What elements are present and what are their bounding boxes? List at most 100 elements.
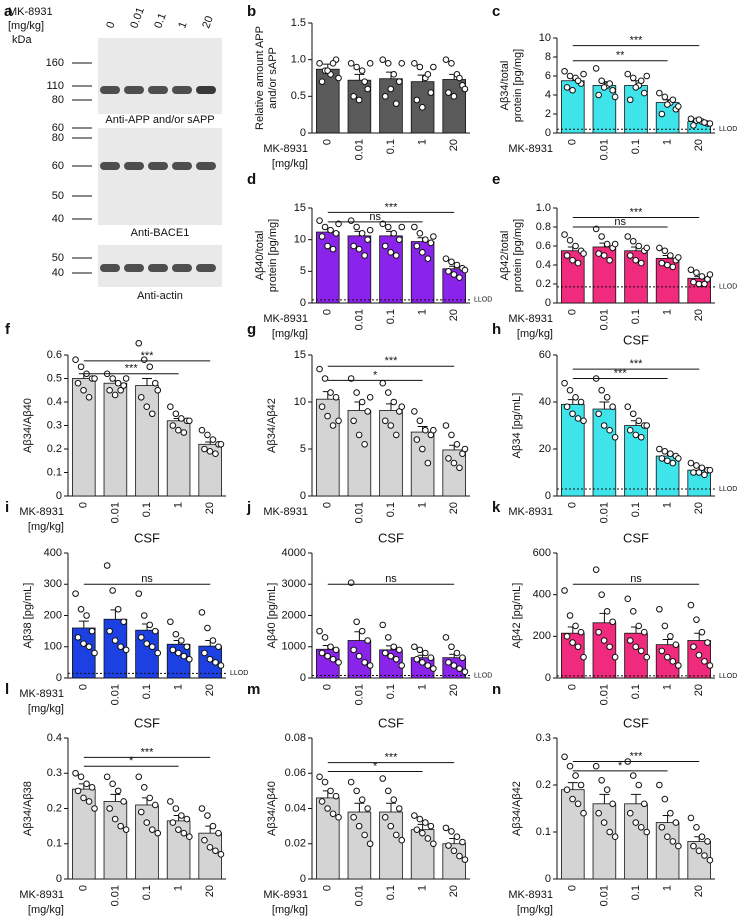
data-point	[580, 417, 587, 425]
data-point	[212, 659, 219, 666]
data-point	[598, 591, 605, 598]
marker-label: 40	[52, 267, 64, 279]
x-tick-label: 0.01	[353, 139, 365, 160]
error-bar	[142, 378, 152, 386]
y-tick-label: 0	[56, 672, 62, 684]
data-point	[453, 833, 461, 841]
data-point	[424, 835, 432, 842]
data-point	[598, 77, 605, 85]
y-tick-label: 0.1	[47, 466, 62, 478]
data-point	[672, 819, 680, 826]
blot-label: Anti-BACE1	[131, 227, 190, 239]
data-point	[122, 646, 130, 654]
y-axis-label: Relative amount APP	[254, 26, 266, 130]
data-point	[430, 426, 437, 434]
y-tick-label: 100	[44, 641, 62, 653]
data-point	[566, 762, 574, 770]
data-point	[355, 652, 363, 660]
significance-label: *	[618, 760, 623, 772]
x-tick-label: 1	[417, 309, 429, 315]
data-point	[442, 255, 450, 262]
y-axis-label: Aβ34/Aβ38	[22, 781, 34, 836]
data-point	[664, 101, 671, 108]
data-point	[577, 398, 585, 406]
data-point	[120, 798, 127, 805]
data-point	[624, 70, 632, 78]
data-point	[693, 616, 700, 623]
data-point	[574, 77, 582, 85]
data-point	[316, 217, 323, 224]
data-point	[442, 634, 450, 641]
data-point	[217, 851, 225, 858]
data-point	[381, 242, 389, 250]
data-point	[690, 469, 697, 476]
data-point	[350, 242, 357, 250]
data-point	[566, 72, 574, 80]
y-tick-label: 2	[545, 108, 551, 120]
data-point	[424, 662, 432, 669]
data-point	[656, 781, 663, 789]
data-point	[569, 256, 576, 264]
data-point	[656, 244, 663, 252]
data-point	[669, 263, 677, 271]
data-point	[450, 662, 458, 669]
data-point	[167, 618, 174, 626]
data-point	[384, 634, 392, 641]
blot-band	[124, 86, 144, 94]
y-tick-label: 1.0	[536, 202, 551, 214]
data-point	[324, 67, 331, 74]
bar	[135, 804, 159, 880]
data-point	[109, 780, 116, 788]
data-point	[74, 379, 82, 387]
lane-label: 1	[176, 20, 189, 30]
data-point	[398, 836, 406, 844]
x-axis-label: [mg/kg]	[28, 904, 64, 916]
data-point	[83, 612, 90, 619]
data-point	[572, 242, 579, 250]
data-point	[361, 659, 368, 666]
data-point	[384, 389, 392, 396]
x-axis-label: MK-8931	[263, 889, 308, 901]
data-point	[169, 422, 177, 429]
panel-letter: e	[492, 171, 500, 188]
y-tick-label: 0.02	[285, 838, 306, 850]
y-tick-label: 0	[545, 297, 551, 309]
data-point	[669, 838, 677, 845]
x-axis-label: MK-8931	[19, 688, 64, 700]
data-point	[640, 89, 648, 97]
data-point	[198, 426, 206, 434]
data-point	[430, 233, 437, 240]
y-tick-label: 60	[539, 349, 551, 361]
y-tick-label: 10	[539, 32, 551, 44]
blot-label: Anti-APP and/or sAPP	[105, 114, 214, 126]
data-point	[154, 386, 162, 394]
data-point	[658, 824, 666, 831]
data-point	[600, 252, 608, 259]
data-point	[321, 634, 329, 641]
data-point	[387, 85, 395, 93]
data-point	[316, 60, 323, 67]
y-tick-label: 0.08	[285, 732, 306, 744]
y-tick-label: 40	[539, 396, 551, 408]
data-point	[175, 826, 182, 833]
y-tick-label: 0.5	[47, 372, 62, 384]
data-point	[151, 379, 159, 387]
data-point	[329, 60, 337, 67]
data-point	[442, 56, 450, 63]
data-point	[154, 649, 162, 657]
data-point	[137, 394, 145, 401]
data-point	[606, 828, 613, 836]
data-point	[350, 93, 357, 100]
panel-letter: l	[5, 681, 9, 698]
x-tick-label: 0.01	[598, 885, 610, 906]
data-point	[611, 93, 619, 101]
bar	[655, 822, 680, 880]
data-point	[643, 828, 651, 836]
y-tick-label: 400	[44, 547, 62, 559]
data-point	[658, 455, 666, 462]
error-bar	[386, 802, 396, 813]
data-point	[143, 403, 151, 411]
data-point	[353, 787, 360, 795]
significance-label: ns	[141, 573, 153, 585]
data-point	[353, 618, 360, 626]
